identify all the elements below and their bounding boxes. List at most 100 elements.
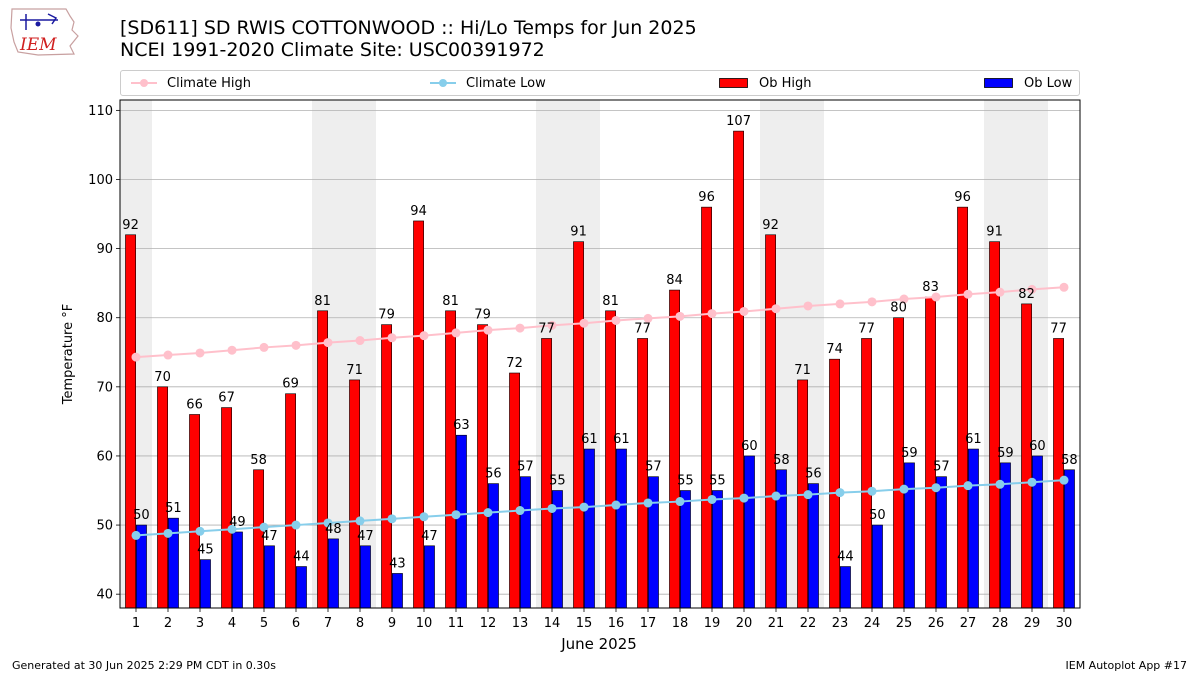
- ob-high-bar: [701, 206, 713, 609]
- ob-high-value-label: 70: [154, 370, 171, 385]
- logo-text: IEM: [19, 35, 57, 55]
- ob-low-bar: [327, 538, 339, 609]
- ob-low-value-label: 63: [453, 418, 470, 433]
- ob-high-value-label: 66: [186, 397, 203, 412]
- ob-low-value-label: 45: [197, 543, 214, 558]
- x-tick-label: 24: [864, 616, 881, 631]
- app-credit: IEM Autoplot App #17: [1065, 659, 1188, 672]
- climate-high-point: [483, 325, 493, 335]
- climate-high-point: [867, 297, 877, 307]
- climate-low-point: [675, 497, 685, 507]
- ob-high-bar: [893, 317, 905, 609]
- ob-low-bar: [935, 476, 947, 609]
- x-tick-label: 17: [640, 616, 657, 631]
- ob-high-bar: [989, 241, 1001, 609]
- ob-high-value-label: 58: [250, 453, 267, 468]
- ob-low-bar: [775, 469, 787, 609]
- y-tick-label: 100: [88, 173, 113, 188]
- legend-label: Climate High: [167, 75, 252, 91]
- climate-low-point: [227, 524, 237, 534]
- ob-high-value-label: 91: [986, 225, 1003, 240]
- ob-low-value-label: 59: [997, 446, 1014, 461]
- climate-high-point: [1027, 284, 1037, 294]
- ob-low-value-label: 58: [1061, 453, 1078, 468]
- climate-low-point: [195, 526, 205, 536]
- legend-label: Ob High: [759, 75, 812, 91]
- y-tick-label: 110: [88, 104, 113, 119]
- legend-line-marker-icon: [131, 79, 157, 87]
- ob-low-bar: [871, 524, 883, 609]
- y-axis-label: Temperature °F: [61, 304, 76, 405]
- ob-high-bar: [733, 130, 745, 609]
- legend-line-marker-icon: [430, 79, 456, 87]
- climate-high-point: [739, 306, 749, 316]
- ob-low-value-label: 48: [325, 522, 342, 537]
- ob-low-value-label: 47: [261, 529, 278, 544]
- x-tick-label: 2: [164, 616, 172, 631]
- climate-high-point: [227, 345, 237, 355]
- ob-low-bar: [583, 448, 595, 609]
- climate-low-point: [867, 486, 877, 496]
- ob-low-value-label: 55: [549, 474, 566, 489]
- ob-low-bar: [295, 566, 307, 609]
- ob-high-bar: [317, 310, 328, 609]
- ob-high-value-label: 83: [922, 280, 939, 295]
- x-tick-label: 23: [832, 616, 849, 631]
- y-tick-label: 40: [96, 588, 113, 603]
- ob-low-value-label: 51: [165, 501, 182, 516]
- ob-high-bar: [509, 372, 520, 609]
- ob-low-bar: [615, 448, 627, 609]
- x-tick-label: 21: [768, 616, 785, 631]
- ob-low-bar: [391, 573, 403, 609]
- ob-low-bar: [168, 517, 179, 609]
- x-axis-label: June 2025: [560, 635, 637, 653]
- y-tick-label: 60: [96, 449, 113, 464]
- ob-high-value-label: 72: [506, 356, 523, 371]
- ob-high-value-label: 81: [442, 294, 459, 309]
- ob-high-value-label: 107: [726, 114, 751, 129]
- chart-title: [SD611] SD RWIS COTTONWOOD :: Hi/Lo Temp…: [120, 17, 697, 61]
- ob-low-value-label: 55: [677, 474, 694, 489]
- climate-high-point: [387, 333, 397, 343]
- y-tick-label: 50: [96, 519, 113, 534]
- climate-low-point: [611, 500, 621, 510]
- ob-high-bar: [221, 407, 233, 609]
- ob-low-value-label: 56: [485, 467, 502, 482]
- climate-low-point: [579, 502, 589, 512]
- ob-high-bar: [189, 414, 201, 609]
- climate-high-point: [835, 299, 845, 309]
- ob-high-value-label: 69: [282, 377, 299, 392]
- ob-low-bar: [200, 559, 211, 609]
- ob-low-value-label: 60: [1029, 439, 1046, 454]
- climate-low-point: [995, 479, 1005, 489]
- x-tick-label: 30: [1056, 616, 1073, 631]
- climate-low-point: [515, 506, 525, 516]
- x-tick-label: 1: [132, 616, 140, 631]
- ob-low-value-label: 60: [741, 439, 758, 454]
- climate-high-point: [899, 294, 909, 304]
- ob-low-bar: [359, 545, 371, 609]
- ob-low-value-label: 59: [901, 446, 918, 461]
- plot-frame: [119, 99, 1081, 609]
- ob-high-bar: [349, 379, 360, 609]
- title-line-1: [SD611] SD RWIS COTTONWOOD :: Hi/Lo Temp…: [120, 17, 697, 39]
- climate-low-point: [707, 494, 717, 504]
- ob-low-bar: [263, 545, 275, 609]
- x-tick-label: 11: [448, 616, 465, 631]
- ob-high-value-label: 96: [954, 190, 971, 205]
- ob-high-bar: [669, 289, 681, 609]
- climate-high-point: [803, 301, 813, 311]
- ob-low-value-label: 50: [869, 508, 886, 523]
- climate-low-point: [355, 516, 365, 526]
- ob-high-bar: [157, 386, 169, 609]
- ob-high-value-label: 81: [314, 294, 331, 309]
- ob-low-value-label: 50: [133, 508, 150, 523]
- ob-low-value-label: 58: [773, 453, 790, 468]
- x-tick-label: 25: [896, 616, 913, 631]
- ob-high-bar: [637, 338, 649, 609]
- climate-low-point: [451, 510, 461, 520]
- ob-low-bar: [551, 490, 563, 609]
- climate-low-line: [135, 479, 1065, 537]
- ob-low-bar: [519, 476, 531, 609]
- ob-low-bar: [232, 531, 243, 609]
